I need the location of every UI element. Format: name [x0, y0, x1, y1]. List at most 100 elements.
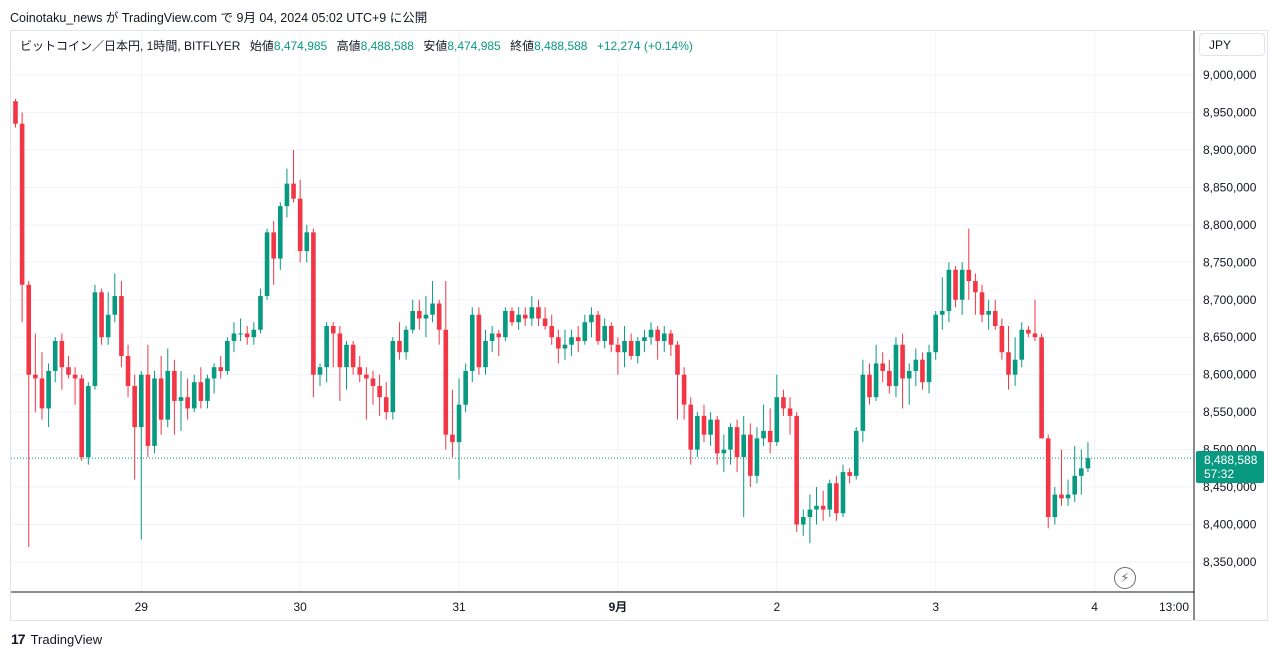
candle [79, 374, 84, 461]
candle-body [615, 344, 621, 353]
candle-body [119, 296, 124, 356]
candle-body [450, 434, 455, 443]
candle-body [661, 333, 667, 341]
candle [887, 359, 892, 394]
candle-body [774, 397, 780, 443]
candle-body [979, 292, 985, 315]
candle-body [496, 333, 502, 338]
candlestick-chart[interactable]: 8,350,0008,400,0008,450,0008,500,0008,55… [0, 0, 1280, 625]
candle [853, 427, 859, 480]
candle-body [19, 123, 25, 285]
candle-body [410, 311, 415, 330]
y-tick-label: 8,550,000 [1203, 405, 1257, 419]
candle-body [443, 329, 449, 435]
candle-body [423, 314, 429, 319]
candle [390, 337, 396, 420]
low-label: 安値 [423, 39, 448, 53]
candle [847, 468, 852, 484]
candle-body [397, 340, 402, 353]
last-price-tag: 8,488,588 57:32 [1196, 451, 1264, 483]
candle-body [622, 340, 627, 353]
candle-body [847, 472, 852, 476]
candle-body [675, 344, 680, 375]
candle-body [701, 415, 707, 435]
chart-frame[interactable] [10, 30, 1268, 621]
candle [589, 307, 594, 338]
candle [383, 382, 389, 420]
candle [1012, 337, 1018, 386]
y-tick-label: 8,650,000 [1203, 330, 1257, 344]
candle [132, 374, 137, 480]
candle-body [258, 296, 263, 330]
candle [1039, 333, 1044, 439]
candle [463, 363, 468, 413]
candle-body [99, 292, 104, 338]
candle [344, 340, 349, 390]
candle-body [86, 385, 91, 458]
y-tick-label: 8,450,000 [1203, 480, 1257, 494]
candle [675, 340, 680, 420]
candle [827, 479, 833, 518]
candle [317, 363, 323, 386]
candle [225, 337, 230, 375]
y-tick-label: 9,000,000 [1203, 68, 1257, 82]
candle-body [138, 374, 144, 428]
candle [105, 292, 111, 345]
candle [172, 359, 177, 435]
candle [695, 412, 700, 458]
candle-body [1032, 333, 1038, 338]
candle-body [125, 355, 131, 386]
candle-body [211, 367, 217, 379]
candle [920, 352, 925, 390]
candle [973, 273, 978, 315]
candle [800, 509, 806, 536]
candle-body [483, 340, 488, 368]
candle [152, 370, 157, 454]
candle [364, 367, 369, 420]
lightning-icon[interactable]: ⚡ [1114, 567, 1136, 589]
candle [668, 329, 674, 356]
currency-button[interactable]: JPY [1199, 33, 1265, 56]
candle [728, 423, 733, 465]
candle-body [33, 374, 38, 379]
candle [642, 329, 647, 353]
candle-body [880, 363, 886, 371]
candle [1026, 325, 1031, 338]
candle [211, 363, 217, 394]
candle [39, 352, 45, 420]
candle [443, 281, 449, 450]
candle [860, 359, 866, 443]
candle-body [364, 374, 369, 379]
candle [311, 228, 316, 398]
candle [893, 337, 899, 398]
candle [456, 378, 462, 480]
candle-body [992, 311, 998, 326]
candle [205, 374, 210, 409]
candle-body [251, 329, 257, 338]
candle-body [834, 483, 839, 514]
x-tick-label: 31 [452, 600, 466, 614]
candle [701, 404, 707, 443]
candle-body [436, 303, 442, 330]
candle-body [787, 408, 793, 416]
candle [423, 296, 429, 338]
candle-body [191, 382, 197, 409]
candle [536, 299, 541, 326]
footer-brand[interactable]: 17 TradingView [11, 631, 102, 647]
candle-body [152, 378, 157, 446]
candle [13, 98, 18, 128]
candle-body [754, 438, 760, 476]
y-tick-label: 8,850,000 [1203, 180, 1257, 194]
candle-body [522, 314, 528, 319]
publish-header: Coinotaku_news が TradingView.com で 9月 04… [10, 11, 428, 25]
candle [125, 344, 131, 398]
candle [304, 224, 310, 263]
candle-body [741, 434, 746, 458]
candle-body [509, 311, 515, 323]
candle [794, 412, 799, 533]
candle-body [1045, 438, 1051, 518]
candle [781, 389, 786, 416]
candle-body [231, 333, 237, 341]
candle [337, 325, 343, 401]
y-tick-label: 8,800,000 [1203, 218, 1257, 232]
